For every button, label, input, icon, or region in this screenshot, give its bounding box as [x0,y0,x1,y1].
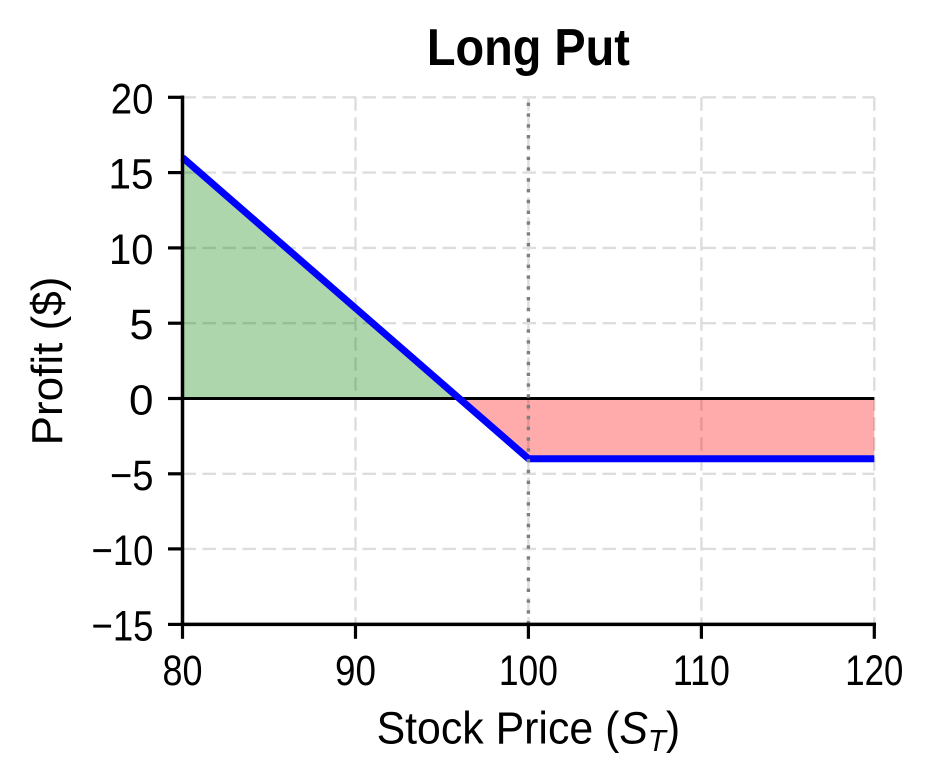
svg-text:100: 100 [499,647,558,695]
svg-text:120: 120 [845,647,903,695]
svg-text:Profit ($): Profit ($) [23,277,72,446]
svg-text:0: 0 [129,377,154,425]
svg-text:Stock Price (ST): Stock Price (ST) [377,704,681,759]
svg-text:−15: −15 [92,602,154,650]
svg-text:Long Put: Long Put [427,19,630,77]
svg-text:15: 15 [109,151,154,199]
svg-text:−10: −10 [92,527,154,575]
svg-text:20: 20 [111,75,154,123]
svg-text:110: 110 [673,647,730,695]
svg-text:80: 80 [163,647,203,695]
svg-text:10: 10 [109,226,154,274]
svg-text:5: 5 [130,301,154,349]
svg-text:90: 90 [335,647,376,695]
svg-text:−5: −5 [110,452,154,500]
